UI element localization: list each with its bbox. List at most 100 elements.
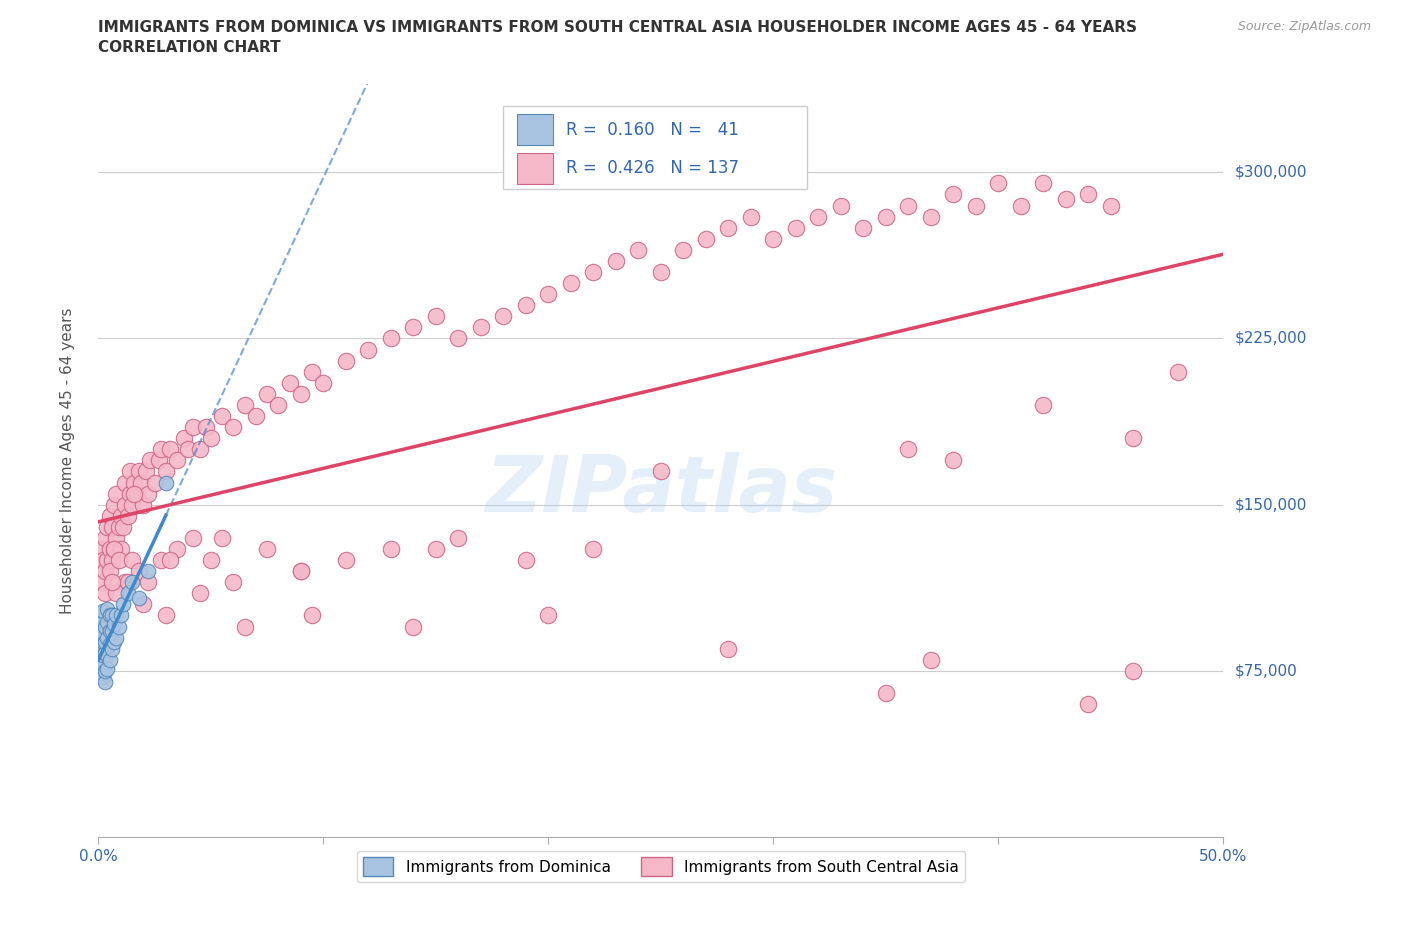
Point (177, 442, 200, 457)
Point (107, 619, 129, 634)
Point (1010, 198, 1032, 213)
Point (897, 442, 920, 457)
Point (897, 198, 920, 213)
Point (107, 519, 129, 534)
Point (492, 309, 515, 324)
Point (98, 509, 121, 524)
Point (136, 564, 159, 578)
Point (875, 685, 897, 700)
Point (920, 652, 942, 667)
Point (380, 331, 402, 346)
Point (233, 397, 256, 412)
Point (90, 663, 112, 678)
Point (101, 623, 124, 638)
Point (920, 209, 942, 224)
Point (91, 657, 114, 671)
Point (200, 431, 222, 445)
Point (290, 564, 312, 578)
Point (124, 486, 146, 501)
Point (200, 552, 222, 567)
Point (188, 442, 211, 457)
Point (98, 652, 121, 667)
Point (159, 442, 181, 457)
Point (135, 464, 157, 479)
Point (101, 642, 124, 657)
Point (128, 591, 150, 605)
Point (139, 453, 162, 468)
Point (114, 475, 136, 490)
Text: CORRELATION CHART: CORRELATION CHART (98, 40, 281, 55)
Point (101, 552, 124, 567)
Point (740, 209, 762, 224)
Point (560, 275, 582, 290)
Point (91, 615, 114, 630)
Point (91, 604, 114, 618)
Point (129, 475, 152, 490)
Point (627, 243, 650, 258)
Point (1032, 397, 1054, 412)
Point (211, 530, 233, 545)
Point (830, 198, 852, 213)
Point (90, 652, 112, 667)
Point (114, 498, 136, 512)
Point (290, 387, 312, 402)
Bar (517, 153, 553, 184)
Point (537, 608, 560, 623)
Point (101, 575, 124, 590)
Point (195, 419, 218, 434)
Point (807, 209, 830, 224)
Point (672, 243, 695, 258)
Point (211, 408, 233, 423)
Point (1122, 663, 1144, 678)
Text: $300,000: $300,000 (1234, 165, 1306, 179)
Point (98, 608, 121, 623)
Point (91, 670, 114, 684)
Point (124, 475, 146, 490)
Point (96, 631, 118, 645)
Point (155, 464, 177, 479)
Point (447, 331, 470, 346)
Point (105, 631, 128, 645)
Text: R =  0.426   N = 137: R = 0.426 N = 137 (567, 159, 740, 178)
Point (1032, 176, 1054, 191)
Point (695, 232, 717, 246)
Point (1054, 192, 1077, 206)
Point (103, 498, 125, 512)
Point (875, 209, 897, 224)
Point (110, 541, 132, 556)
Point (125, 486, 148, 501)
Point (94, 663, 117, 678)
Point (173, 431, 195, 445)
Point (181, 530, 204, 545)
Point (96, 519, 118, 534)
Point (515, 552, 537, 567)
Point (605, 254, 627, 269)
Point (91, 634, 114, 649)
Point (114, 575, 136, 590)
Point (148, 453, 170, 468)
Point (98, 637, 121, 652)
Bar (517, 113, 553, 145)
Point (90, 619, 112, 634)
Point (301, 365, 323, 379)
Point (290, 564, 312, 578)
Point (94, 530, 117, 545)
Text: R =  0.160   N =   41: R = 0.160 N = 41 (567, 121, 740, 139)
Point (150, 442, 173, 457)
Point (90, 642, 112, 657)
Point (121, 575, 143, 590)
Point (91, 552, 114, 567)
Point (233, 619, 256, 634)
Point (447, 530, 470, 545)
Point (136, 486, 159, 501)
Point (98, 541, 121, 556)
Point (278, 376, 301, 391)
Point (650, 464, 672, 479)
Point (98, 623, 121, 638)
Point (94, 619, 117, 634)
Point (136, 575, 159, 590)
Point (132, 597, 155, 612)
Point (90, 541, 112, 556)
Text: ZIPatlas: ZIPatlas (485, 453, 837, 528)
Point (181, 419, 204, 434)
